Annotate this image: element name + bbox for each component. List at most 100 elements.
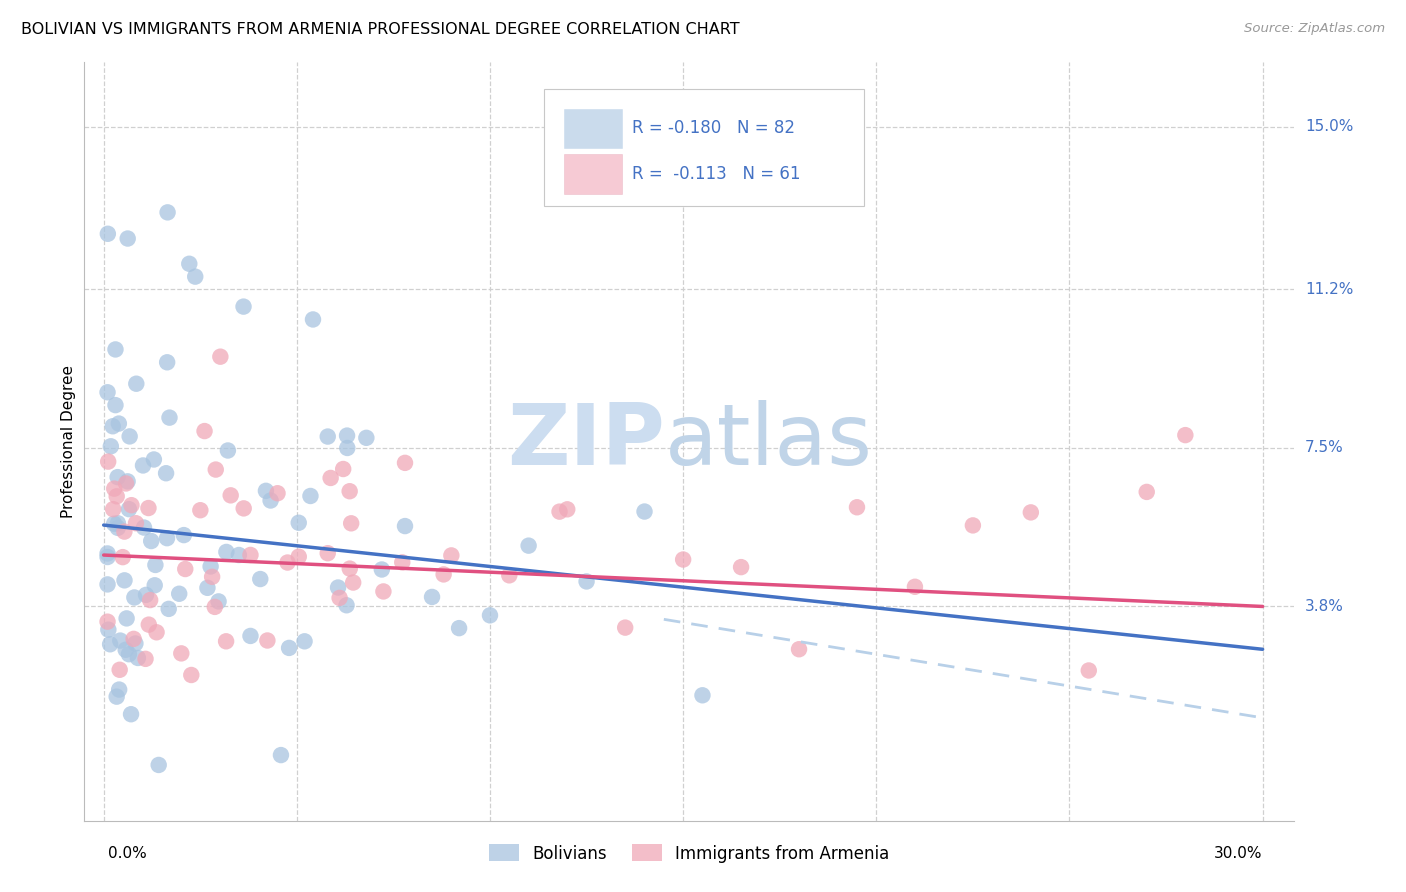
Point [420,590,443,604]
Point [339,561,361,575]
Point [1019,505,1042,519]
Point [156,205,179,219]
Point [127,651,149,665]
Point [692,688,714,702]
Point [145,625,167,640]
Point [1174,428,1197,442]
Point [118,647,141,661]
Point [270,747,292,762]
Point [329,591,352,605]
Point [319,471,342,485]
Point [157,602,180,616]
Point [433,567,456,582]
Point [174,562,197,576]
Y-axis label: Professional Degree: Professional Degree [60,365,76,518]
Text: 15.0%: 15.0% [1305,120,1354,134]
Point [101,502,124,516]
Point [391,555,413,569]
Point [142,452,165,467]
Point [299,489,322,503]
Point [517,539,540,553]
Point [614,621,637,635]
Text: ZIP: ZIP [508,400,665,483]
Point [134,652,156,666]
Point [170,646,193,660]
Point [215,634,238,648]
Point [104,343,127,357]
Point [125,516,148,531]
Point [120,498,142,512]
Point [100,439,122,453]
Point [167,587,190,601]
Point [962,518,984,533]
Point [232,501,254,516]
Point [132,458,155,473]
Point [342,575,364,590]
Point [118,502,141,516]
Point [107,516,129,531]
Point [232,300,254,314]
Point [336,441,359,455]
Point [287,549,309,564]
Point [118,429,141,443]
Point [112,524,135,539]
Point [204,599,226,614]
Point [276,556,298,570]
Point [197,581,219,595]
Point [138,617,160,632]
Point [340,516,363,531]
Point [120,707,142,722]
Point [108,663,131,677]
Point [215,545,238,559]
Point [179,257,201,271]
Point [173,528,195,542]
Text: R =  -0.113   N = 61: R = -0.113 N = 61 [633,165,800,183]
Point [266,486,288,500]
FancyBboxPatch shape [544,89,865,207]
Point [117,231,139,245]
Point [105,690,128,704]
Point [156,531,179,545]
Point [239,629,262,643]
Point [394,456,416,470]
Point [155,467,177,481]
Point [97,623,120,637]
Text: Source: ZipAtlas.com: Source: ZipAtlas.com [1244,22,1385,36]
Text: 7.5%: 7.5% [1305,441,1344,456]
Point [97,227,120,241]
Point [200,559,222,574]
Point [156,355,179,369]
Point [204,462,226,476]
Text: 3.8%: 3.8% [1305,599,1344,614]
Point [117,475,139,489]
Point [1077,664,1099,678]
Point [122,632,145,646]
Point [96,549,118,564]
FancyBboxPatch shape [564,154,623,194]
Point [104,398,127,412]
Point [145,558,167,572]
Point [107,470,129,484]
Point [96,615,118,629]
Text: R = -0.180   N = 82: R = -0.180 N = 82 [633,120,796,137]
Point [217,443,239,458]
Point [555,502,578,516]
Point [114,642,136,657]
Point [633,504,655,518]
Point [326,581,349,595]
Point [96,577,118,591]
Point [249,572,271,586]
Point [440,549,463,563]
Point [394,519,416,533]
Text: atlas: atlas [665,400,873,483]
Point [180,668,202,682]
Text: 0.0%: 0.0% [107,847,146,862]
Point [373,584,395,599]
Point [356,431,378,445]
Point [254,483,277,498]
Point [124,636,146,650]
Point [124,591,146,605]
Point [575,574,598,589]
Point [107,521,129,535]
FancyBboxPatch shape [564,109,623,148]
